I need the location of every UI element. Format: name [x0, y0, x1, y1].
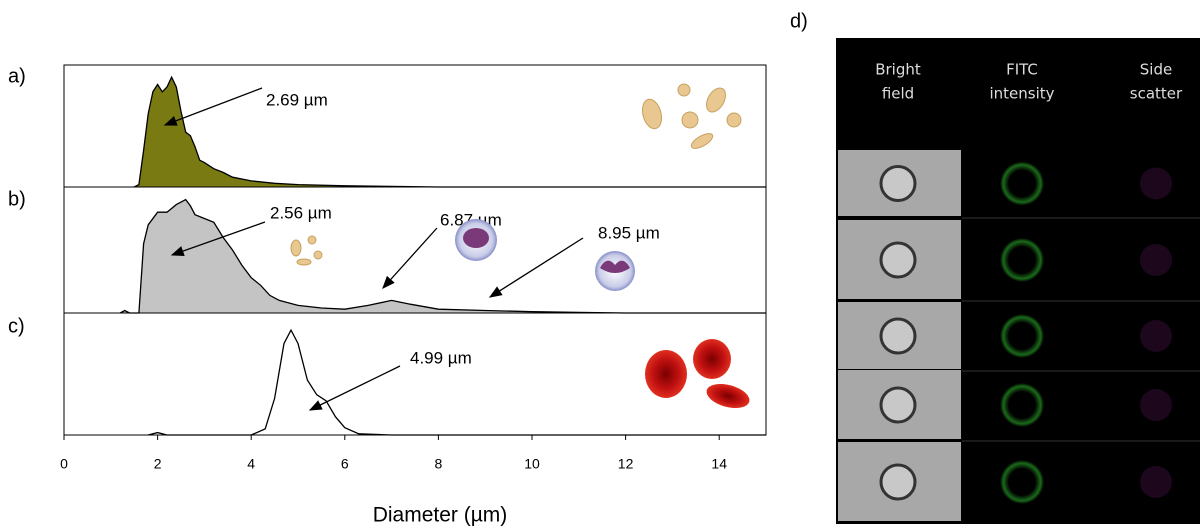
- area-fill: [134, 77, 766, 187]
- fitc-image: [1000, 162, 1044, 206]
- x-tick-label: 14: [711, 456, 727, 472]
- cell-image: [881, 388, 915, 422]
- annotation-arrow: [310, 366, 400, 410]
- x-tick-label: 4: [247, 456, 255, 472]
- panel-label: a): [8, 65, 26, 87]
- column-header: FITC: [1006, 61, 1038, 79]
- annotation: 2.56 µm: [270, 203, 332, 222]
- particles-icon-small: [291, 236, 322, 265]
- scatter-image: [1140, 466, 1172, 498]
- image-panel: Bright field FITC intensity Side scatter: [836, 38, 1200, 524]
- x-tick-label: 10: [524, 456, 540, 472]
- panel-label: d): [790, 10, 808, 32]
- fitc-image: [1000, 383, 1044, 427]
- scatter-image: [1140, 168, 1172, 200]
- scatter-image: [1140, 389, 1172, 421]
- cell-image: [881, 465, 915, 499]
- x-tick-label: 2: [154, 456, 162, 472]
- column-header: field: [882, 85, 914, 103]
- x-tick-label: 8: [435, 456, 443, 472]
- annotation: 2.69 µm: [266, 90, 328, 109]
- cell-image: [881, 243, 915, 277]
- panel-label: b): [8, 188, 26, 210]
- annotation-arrow: [383, 228, 437, 288]
- column-header: Bright: [875, 61, 921, 79]
- fitc-image: [1000, 314, 1044, 358]
- fitc-image: [1000, 238, 1044, 282]
- column-header: Side: [1140, 61, 1172, 79]
- particles-icon: [639, 84, 741, 151]
- x-tick-label: 12: [618, 456, 634, 472]
- cell-image: [881, 167, 915, 201]
- column-header: scatter: [1130, 85, 1183, 103]
- fitc-image: [1000, 460, 1044, 504]
- figure: a)2.69 µmb)2.56 µm6.87 µm8.95 µmc)4.99 µ…: [0, 0, 1200, 529]
- column-header: intensity: [989, 85, 1054, 103]
- scatter-image: [1140, 320, 1172, 352]
- area-line: [134, 77, 766, 187]
- x-tick-label: 6: [341, 456, 349, 472]
- x-tick-label: 0: [60, 456, 68, 472]
- red-cell-icon: [645, 339, 752, 412]
- panel-label: c): [8, 315, 25, 337]
- annotation-arrow: [490, 238, 583, 297]
- cell-image: [881, 319, 915, 353]
- x-axis-label: Diameter (µm): [373, 504, 508, 527]
- annotation: 4.99 µm: [410, 348, 472, 367]
- scatter-image: [1140, 244, 1172, 276]
- annotation: 8.95 µm: [598, 223, 660, 242]
